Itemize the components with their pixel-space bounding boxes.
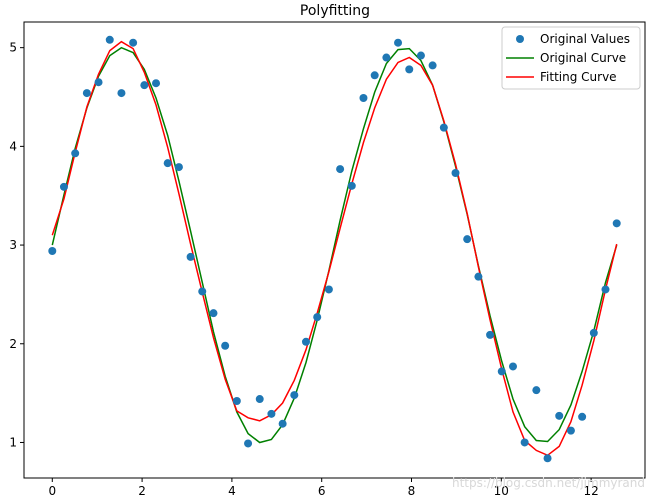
data-point-original-values xyxy=(416,51,425,60)
x-tick-label: 2 xyxy=(138,484,146,498)
data-point-original-values xyxy=(439,123,448,132)
watermark-text: https://blog.csdn.net/jimmyrand xyxy=(452,476,645,490)
data-point-original-values xyxy=(278,419,287,428)
data-point-original-values xyxy=(221,341,230,350)
legend: Original Values Original Curve Fitting C… xyxy=(501,26,641,90)
y-tick-label: 3 xyxy=(9,238,17,252)
data-point-original-values xyxy=(532,386,541,395)
legend-label-original-curve: Original Curve xyxy=(540,51,626,65)
legend-marker-original-values xyxy=(516,35,524,43)
data-point-original-values xyxy=(117,89,126,98)
data-point-original-values xyxy=(520,438,529,447)
data-point-original-values xyxy=(370,71,379,80)
data-point-original-values xyxy=(382,53,391,62)
legend-label-fitting-curve: Fitting Curve xyxy=(540,70,617,84)
data-point-original-values xyxy=(578,412,587,421)
series-line-original-curve xyxy=(51,46,618,444)
data-point-original-values xyxy=(336,165,345,174)
y-tick-label: 5 xyxy=(9,41,17,55)
data-point-original-values xyxy=(451,169,460,178)
data-point-original-values xyxy=(198,287,207,296)
x-tick-label: 10 xyxy=(494,484,509,498)
chart-title: Polyfitting xyxy=(300,3,370,19)
data-point-original-values xyxy=(71,149,80,158)
data-point-original-values xyxy=(612,219,621,228)
data-point-original-values xyxy=(497,367,506,376)
data-point-original-values xyxy=(244,439,253,448)
data-point-original-values xyxy=(82,89,91,98)
data-point-original-values xyxy=(555,411,564,420)
data-point-original-values xyxy=(209,309,218,318)
data-point-original-values xyxy=(405,65,414,74)
axes-frame xyxy=(23,21,646,479)
data-point-original-values xyxy=(59,182,68,191)
data-point-original-values xyxy=(94,78,103,87)
x-tick-label: 8 xyxy=(408,484,416,498)
legend-label-original-values: Original Values xyxy=(540,32,630,46)
data-point-original-values xyxy=(163,159,172,168)
data-point-original-values xyxy=(129,38,138,47)
data-point-original-values xyxy=(174,163,183,172)
data-point-original-values xyxy=(290,391,299,400)
data-point-original-values xyxy=(267,409,276,418)
y-tick-label: 2 xyxy=(9,337,17,351)
y-tick-label: 4 xyxy=(9,139,17,153)
series-line-fitting-curve xyxy=(51,40,618,457)
plot-area xyxy=(48,35,621,463)
data-point-original-values xyxy=(601,285,610,294)
data-point-original-values xyxy=(255,395,264,404)
data-point-original-values xyxy=(186,252,195,261)
data-point-original-values xyxy=(140,81,149,90)
legend-box xyxy=(501,26,641,90)
data-point-original-values xyxy=(152,79,161,88)
data-point-original-values xyxy=(486,330,495,339)
data-point-original-values xyxy=(347,181,356,190)
data-point-original-values xyxy=(48,246,57,255)
y-tick-label: 1 xyxy=(9,435,17,449)
data-point-original-values xyxy=(324,285,333,294)
data-point-original-values xyxy=(474,272,483,281)
data-point-original-values xyxy=(508,362,517,371)
data-point-original-values xyxy=(301,337,310,346)
data-point-original-values xyxy=(105,35,114,44)
data-point-original-values xyxy=(566,426,575,435)
data-point-original-values xyxy=(543,454,552,463)
x-tick-label: 4 xyxy=(228,484,236,498)
data-point-original-values xyxy=(232,397,241,406)
data-point-original-values xyxy=(313,313,322,322)
x-tick-label: 12 xyxy=(583,484,598,498)
x-tick-label: 6 xyxy=(318,484,326,498)
data-point-original-values xyxy=(394,38,403,47)
data-point-original-values xyxy=(589,328,598,337)
x-tick-label: 0 xyxy=(48,484,56,498)
data-point-original-values xyxy=(463,235,472,244)
data-point-original-values xyxy=(359,94,368,102)
data-point-original-values xyxy=(428,61,437,70)
